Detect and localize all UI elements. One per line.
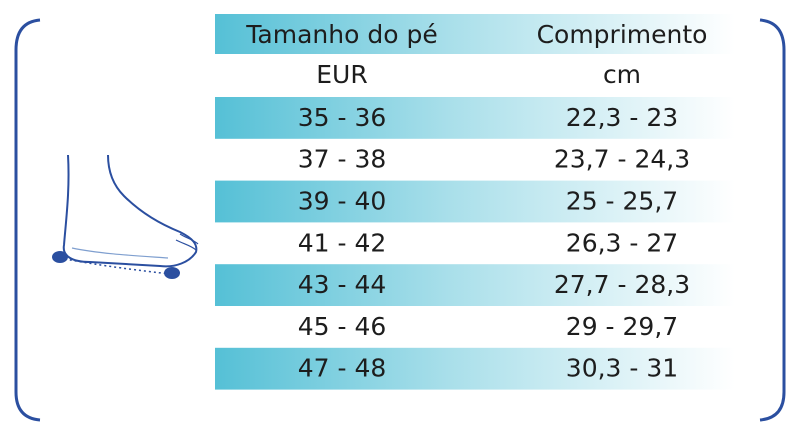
row-band [215, 97, 735, 139]
cell: 35 - 36 [298, 103, 387, 132]
right-bracket [759, 18, 786, 422]
cell: 25 - 25,7 [566, 187, 678, 216]
header-band [215, 14, 735, 54]
row-band [215, 264, 735, 306]
cell: 45 - 46 [298, 312, 387, 341]
toe-marker [164, 267, 180, 279]
column-title: Tamanho do pé [245, 20, 437, 49]
foot-illustration [59, 154, 199, 275]
cell: 27,7 - 28,3 [554, 270, 690, 299]
cell: 41 - 42 [298, 228, 387, 257]
cell: 23,7 - 24,3 [554, 145, 690, 174]
heel-marker [52, 251, 68, 263]
column-unit: EUR [316, 60, 367, 89]
row-band [215, 347, 735, 390]
left-bracket [14, 18, 41, 422]
cell: 30,3 - 31 [566, 354, 678, 383]
cell: 43 - 44 [298, 270, 387, 299]
cell: 39 - 40 [298, 187, 387, 216]
row-band [215, 180, 735, 223]
cell: 26,3 - 27 [566, 228, 678, 257]
cell: 22,3 - 23 [566, 103, 678, 132]
column-unit: cm [603, 60, 641, 89]
cell: 29 - 29,7 [566, 312, 678, 341]
cell: 47 - 48 [298, 354, 387, 383]
cell: 37 - 38 [298, 145, 387, 174]
column-title: Comprimento [537, 20, 708, 49]
table: Tamanho do pé EUR Comprimento cm 35 - 36 22,3… [215, 14, 735, 390]
